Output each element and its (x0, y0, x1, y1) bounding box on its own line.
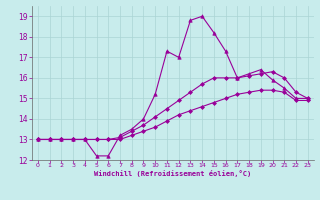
X-axis label: Windchill (Refroidissement éolien,°C): Windchill (Refroidissement éolien,°C) (94, 170, 252, 177)
